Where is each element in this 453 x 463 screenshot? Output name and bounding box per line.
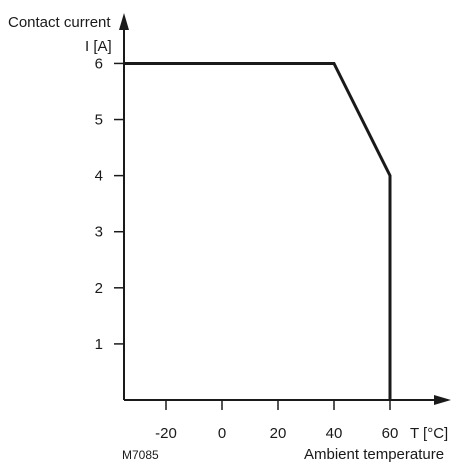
y-tick-label: 2 <box>95 280 103 297</box>
y-axis-title: Contact current <box>8 14 111 31</box>
y-axis-unit: I [A] <box>85 38 112 55</box>
series-line <box>124 63 390 400</box>
y-tick-label: 1 <box>95 336 103 353</box>
figure-code: M7085 <box>122 448 159 462</box>
x-tick-label: 40 <box>326 425 343 442</box>
x-axis-arrow <box>434 395 451 405</box>
x-tick-label: 20 <box>270 425 287 442</box>
y-axis <box>119 13 129 400</box>
y-tick-label: 6 <box>95 55 103 72</box>
x-axis-unit: T [°C] <box>410 425 448 442</box>
y-tick-label: 5 <box>95 112 103 129</box>
x-tick-label: -20 <box>155 425 177 442</box>
x-tick-label: 0 <box>218 425 226 442</box>
series-layer <box>124 63 390 400</box>
y-tick-label: 4 <box>95 168 103 185</box>
y-axis-arrow <box>119 13 129 30</box>
x-axis <box>124 395 451 405</box>
x-axis-title: Ambient temperature <box>304 446 444 463</box>
x-tick-label: 60 <box>382 425 399 442</box>
y-tick-label: 3 <box>95 224 103 241</box>
y-ticks: 1 2 3 4 5 6 <box>95 55 124 352</box>
x-ticks: -20 0 20 40 60 <box>155 400 398 442</box>
